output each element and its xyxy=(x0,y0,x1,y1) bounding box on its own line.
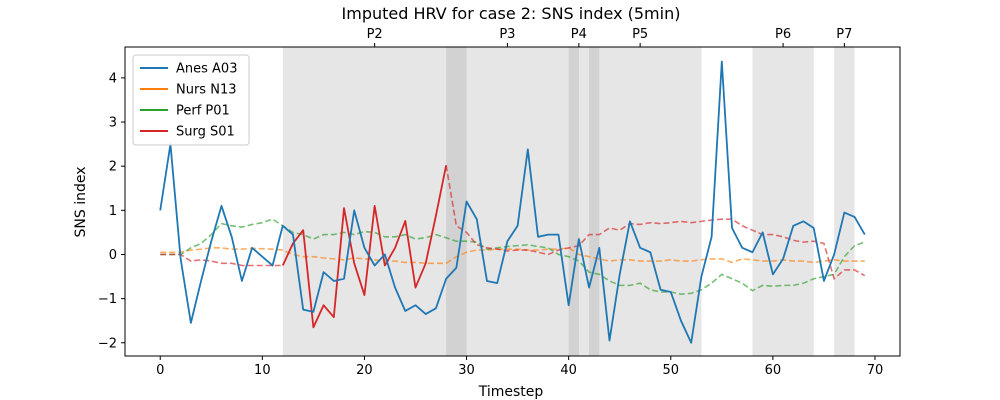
y-tick-label: 4 xyxy=(109,71,117,86)
y-tick-label: 1 xyxy=(109,204,117,219)
x-tick-label: 40 xyxy=(560,363,577,378)
y-tick-label: −1 xyxy=(98,292,117,307)
series-line-surg-s01-imputed-end xyxy=(445,165,866,281)
x-tick-label: 30 xyxy=(458,363,475,378)
y-axis-ticks: −2 −1 0 1 2 3 4 xyxy=(98,71,125,351)
plot-lines xyxy=(159,60,866,344)
shaded-region-6 xyxy=(834,47,855,356)
legend: Anes A03 Nurs N13 Perf P01 Surg S01 xyxy=(132,54,250,146)
shaded-regions xyxy=(282,47,855,356)
x-tick-label: 60 xyxy=(765,363,782,378)
x-axis-label: Timestep xyxy=(478,384,544,400)
shaded-region-1 xyxy=(282,47,702,356)
x-tick-label: 10 xyxy=(254,363,271,378)
plot-frame xyxy=(124,46,901,357)
series-line-surg-s01-observed xyxy=(281,165,448,329)
x-axis-ticks: 0 10 20 30 40 50 60 70 xyxy=(156,356,883,378)
phase-label-p5: P5 xyxy=(632,27,648,42)
x-tick-label: 70 xyxy=(867,363,884,378)
y-tick-label: 3 xyxy=(109,116,117,131)
series-line-anes-a03 xyxy=(159,60,866,344)
chart-title: Imputed HRV for case 2: SNS index (5min) xyxy=(342,4,681,23)
series-line-perf-p01 xyxy=(160,218,866,296)
x-tick-label: 20 xyxy=(356,363,373,378)
y-tick-label: 2 xyxy=(109,160,117,175)
legend-label-surg-s01: Surg S01 xyxy=(176,125,235,140)
x-tick-label: 50 xyxy=(662,363,679,378)
y-tick-label: −2 xyxy=(98,336,117,351)
phase-label-p4: P4 xyxy=(571,27,587,42)
shaded-region-3 xyxy=(568,47,579,356)
phase-label-p6: P6 xyxy=(775,27,791,42)
phase-label-p7: P7 xyxy=(836,27,852,42)
legend-label-perf-p01: Perf P01 xyxy=(176,104,230,119)
y-tick-label: 0 xyxy=(109,248,117,263)
shaded-region-5 xyxy=(752,47,814,356)
series-line-nurs-n13 xyxy=(160,247,865,265)
shaded-region-2 xyxy=(446,47,467,356)
phase-labels: P2 P3 P4 P5 P6 P7 xyxy=(367,27,852,47)
phase-label-p3: P3 xyxy=(499,27,515,42)
legend-label-anes-a03: Anes A03 xyxy=(176,62,237,77)
legend-box xyxy=(132,54,250,146)
legend-label-nurs-n13: Nurs N13 xyxy=(176,83,236,98)
x-tick-label: 0 xyxy=(156,363,164,378)
phase-label-p2: P2 xyxy=(367,27,383,42)
y-axis-label: SNS index xyxy=(73,167,89,238)
shaded-region-4 xyxy=(589,47,600,356)
